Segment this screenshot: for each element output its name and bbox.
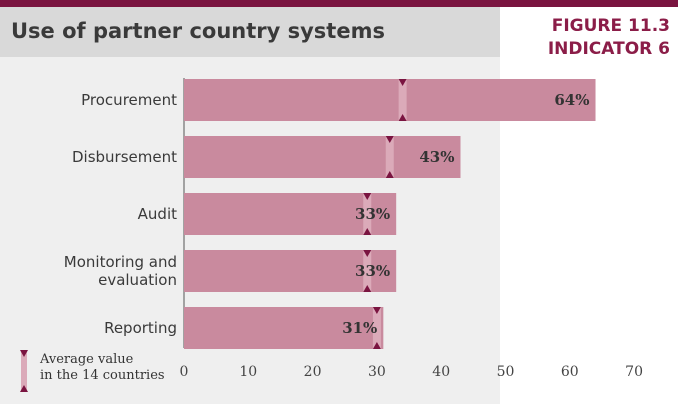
bar-2 [184,193,397,235]
value-label-3: 33% [355,262,390,280]
legend-line-1: Average value [40,352,134,367]
category-label-4: Reporting [104,319,177,337]
average-marker-bottom-1 [385,171,394,178]
category-label-1: Disbursement [72,148,177,166]
legend-line-2: in the 14 countries [40,368,165,383]
x-tick-30: 30 [368,364,386,380]
average-marker-top-2 [363,193,372,200]
category-label-0: Procurement [81,91,177,109]
value-label-0: 64% [554,91,589,109]
average-marker-bottom-0 [398,114,407,121]
x-tick-0: 0 [180,364,189,380]
legend-marker-band [21,350,27,392]
average-marker-bottom-2 [363,228,372,235]
figure-label: FIGURE 11.3 INDICATOR 6 [548,15,670,61]
top-accent-bar [0,0,678,7]
category-label-3-0: Monitoring and [64,253,177,271]
average-marker-band-4 [372,307,381,349]
x-tick-40: 40 [432,364,450,380]
x-tick-60: 60 [561,364,579,380]
x-tick-20: 20 [304,364,322,380]
bar-3 [184,250,397,292]
value-label-2: 33% [355,205,390,223]
chart-title-bar: Use of partner country systems [0,7,500,57]
average-marker-top-4 [372,307,381,314]
value-label-1: 43% [419,148,454,166]
x-tick-70: 70 [625,364,643,380]
average-marker-band-3 [363,250,372,292]
value-label-4: 31% [342,319,377,337]
x-tick-50: 50 [497,364,515,380]
bar-0 [184,79,596,121]
legend-marker-top [20,350,28,357]
average-marker-band-0 [398,79,407,121]
legend-marker-bottom [20,385,28,392]
average-marker-top-1 [385,136,394,143]
bar-4 [184,307,384,349]
average-marker-band-2 [363,193,372,235]
average-marker-top-0 [398,79,407,86]
figure-number: FIGURE 11.3 [551,16,670,36]
indicator-number: INDICATOR 6 [547,39,670,59]
average-marker-bottom-3 [363,285,372,292]
legend-label: Average value in the 14 countries [40,352,165,384]
x-tick-10: 10 [239,364,257,380]
category-label-2: Audit [138,205,177,223]
average-marker-bottom-4 [372,342,381,349]
average-marker-top-3 [363,250,372,257]
category-label-3-1: evaluation [98,271,177,289]
average-marker-band-1 [385,136,394,178]
bar-1 [184,136,461,178]
chart-title: Use of partner country systems [11,19,385,43]
